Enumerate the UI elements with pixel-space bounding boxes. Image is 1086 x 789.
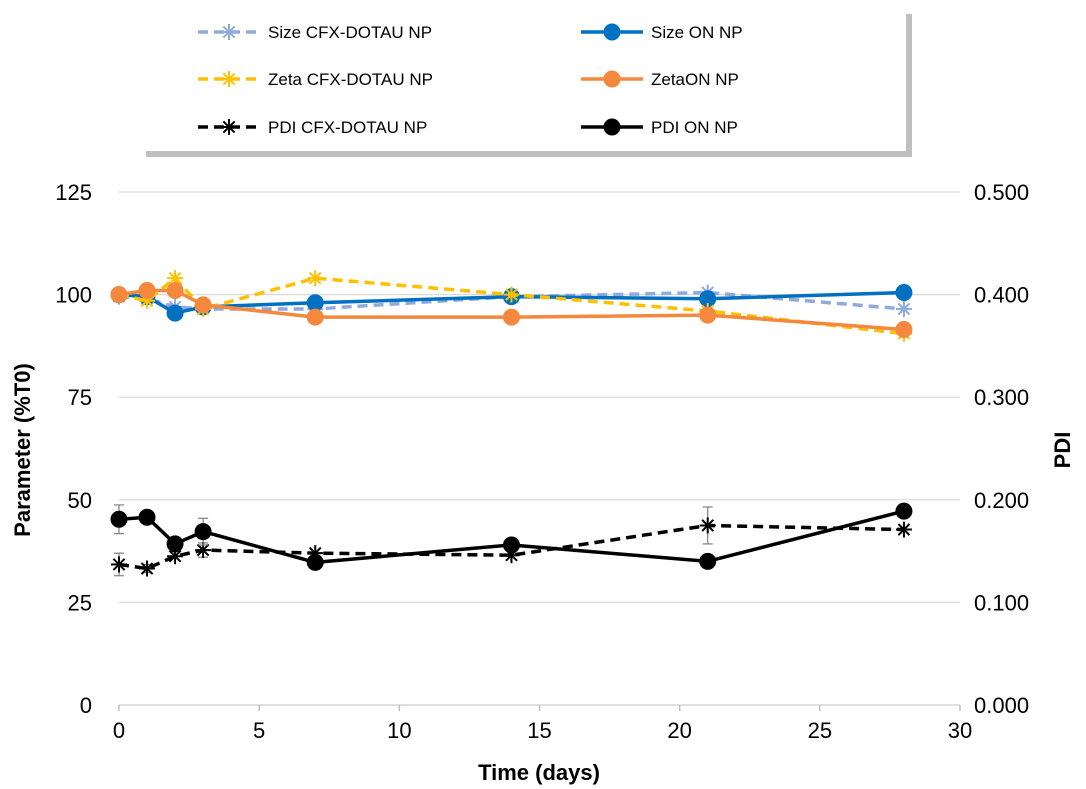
legend-marker bbox=[603, 23, 621, 41]
legend-marker bbox=[603, 118, 621, 136]
data-point bbox=[895, 502, 913, 520]
legend-box bbox=[140, 8, 906, 151]
y2-tick-label: 0.100 bbox=[974, 590, 1029, 615]
y-tick-label: 125 bbox=[55, 180, 92, 205]
legend-label: PDI CFX-DOTAU NP bbox=[268, 118, 427, 137]
y-tick-label: 25 bbox=[68, 590, 92, 615]
legend-item: PDI CFX-DOTAU NP bbox=[198, 118, 427, 137]
data-point bbox=[699, 552, 717, 570]
data-point bbox=[139, 560, 156, 577]
data-point bbox=[194, 296, 212, 314]
marker-stroke bbox=[897, 523, 911, 536]
legend: Size CFX-DOTAU NP Size ON NP Zeta CFX-DOTA… bbox=[140, 8, 912, 157]
data-point bbox=[111, 556, 127, 573]
series-pdi-cfx-dotau-np bbox=[111, 506, 912, 577]
legend-item: Zeta CFX-DOTAU NP bbox=[198, 70, 433, 89]
legend-marker bbox=[221, 119, 237, 135]
y-tick-label: 75 bbox=[68, 385, 92, 410]
gridlines bbox=[119, 191, 960, 706]
legend-label: Zeta CFX-DOTAU NP bbox=[268, 70, 433, 89]
y2-tick-label: 0.000 bbox=[974, 693, 1029, 718]
y2-tick-label: 0.200 bbox=[974, 488, 1029, 513]
legend-marker bbox=[221, 71, 237, 87]
x-tick-label: 10 bbox=[387, 718, 411, 743]
data-point bbox=[699, 517, 716, 534]
marker-stroke bbox=[168, 549, 182, 563]
data-point bbox=[502, 536, 520, 554]
marker-stroke bbox=[308, 271, 322, 285]
x-axis-title: Time (days) bbox=[478, 760, 600, 785]
y-tick-label: 50 bbox=[68, 488, 92, 513]
x-tick-label: 15 bbox=[527, 718, 551, 743]
y2-tick-label: 0.400 bbox=[974, 283, 1029, 308]
data-point bbox=[307, 270, 324, 287]
legend-label: Size ON NP bbox=[651, 23, 743, 42]
marker-stroke bbox=[701, 519, 715, 532]
data-point bbox=[895, 284, 913, 302]
marker-stroke bbox=[112, 558, 126, 571]
series-pdi-on-np bbox=[110, 502, 913, 571]
legend-label: Size CFX-DOTAU NP bbox=[268, 23, 432, 42]
marker-stroke bbox=[140, 562, 154, 575]
legend-label: PDI ON NP bbox=[651, 118, 738, 137]
legend-marker bbox=[221, 24, 237, 40]
legend-item: Size CFX-DOTAU NP bbox=[198, 23, 432, 42]
x-tick-label: 0 bbox=[113, 718, 125, 743]
data-point bbox=[306, 294, 324, 312]
data-point bbox=[699, 306, 717, 324]
series-layer bbox=[110, 270, 913, 577]
marker-stroke bbox=[222, 120, 236, 134]
data-point bbox=[110, 510, 128, 528]
y-tick-label: 0 bbox=[80, 693, 92, 718]
y2-tick-label: 0.500 bbox=[974, 180, 1029, 205]
y-axis-ticks: 0 25 50 75 100 125 bbox=[55, 180, 92, 718]
marker-stroke bbox=[222, 72, 236, 86]
data-point bbox=[138, 508, 156, 526]
x-tick-label: 25 bbox=[808, 718, 832, 743]
legend-item: ZetaON NP bbox=[581, 70, 739, 89]
marker-stroke bbox=[222, 25, 236, 39]
series-zetaon-np bbox=[110, 281, 913, 338]
legend-items: Size CFX-DOTAU NP Size ON NP Zeta CFX-DOTA… bbox=[198, 23, 743, 137]
data-point bbox=[166, 304, 184, 322]
data-point bbox=[895, 300, 912, 317]
x-axis-ticks: 0 5 10 15 20 25 30 bbox=[113, 705, 972, 743]
legend-label: ZetaON NP bbox=[651, 70, 739, 89]
y-tick-label: 100 bbox=[55, 283, 92, 308]
data-point bbox=[502, 308, 520, 326]
y2-tick-label: 0.300 bbox=[974, 385, 1029, 410]
y2-axis-ticks: 0.000 0.100 0.200 0.300 0.400 0.500 bbox=[974, 180, 1029, 718]
data-point bbox=[166, 535, 184, 553]
data-point bbox=[166, 281, 184, 299]
data-point bbox=[194, 523, 212, 541]
data-point bbox=[503, 286, 520, 303]
data-point bbox=[895, 521, 912, 538]
data-point bbox=[110, 286, 128, 304]
legend-marker bbox=[603, 70, 621, 88]
series-line bbox=[118, 523, 904, 571]
data-point bbox=[895, 320, 913, 338]
marker-stroke bbox=[196, 543, 210, 557]
data-point bbox=[138, 281, 156, 299]
data-point bbox=[306, 553, 324, 571]
legend-item: Size ON NP bbox=[581, 23, 743, 42]
marker-stroke bbox=[505, 288, 518, 301]
y-axis-title: Parameter (%T0) bbox=[10, 363, 35, 537]
marker-stroke bbox=[168, 271, 182, 285]
data-point bbox=[306, 308, 324, 326]
x-tick-label: 20 bbox=[667, 718, 691, 743]
y2-axis-title: PDI bbox=[1050, 432, 1075, 469]
x-tick-label: 5 bbox=[253, 718, 265, 743]
marker-stroke bbox=[897, 302, 911, 316]
x-tick-label: 30 bbox=[948, 718, 972, 743]
legend-item: PDI ON NP bbox=[581, 118, 738, 137]
